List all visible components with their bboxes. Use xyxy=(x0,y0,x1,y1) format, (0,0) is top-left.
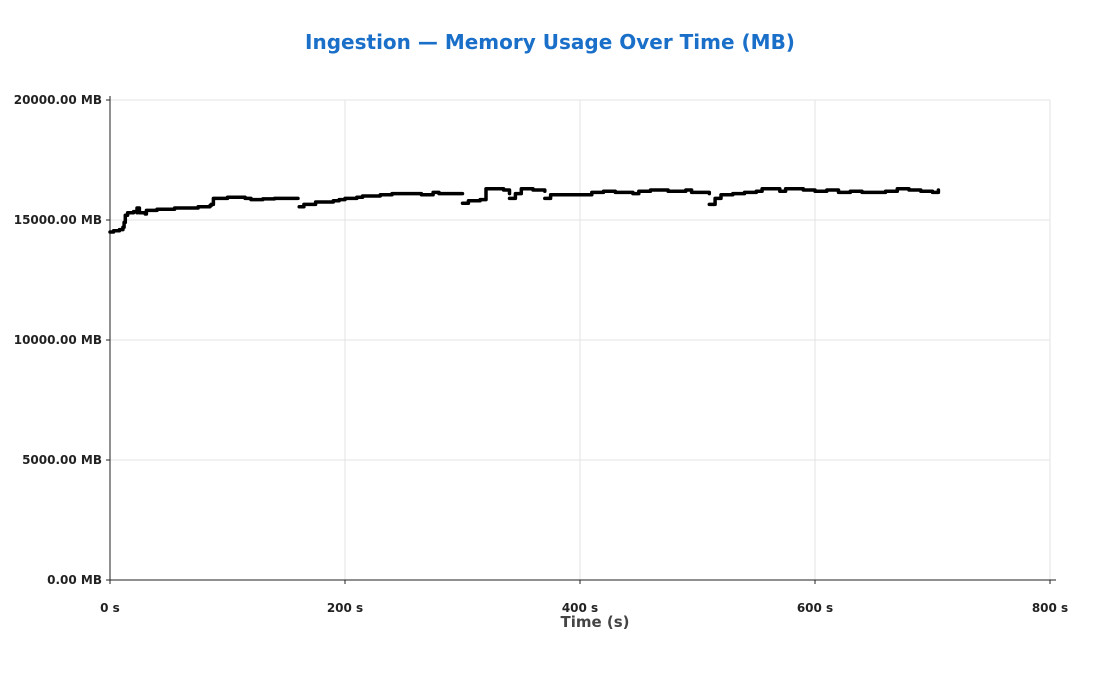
x-tick-label: 400 s xyxy=(562,601,598,615)
x-tick-label: 0 s xyxy=(100,601,120,615)
y-tick-label: 20000.00 MB xyxy=(14,93,102,107)
x-tick-label: 600 s xyxy=(797,601,833,615)
y-axis-ticks: 0.00 MB 5000.00 MB 10000.00 MB 15000.00 MB 2… xyxy=(14,93,110,587)
x-axis-ticks: 0 s 200 s 400 s 600 s 800 s xyxy=(100,580,1068,615)
series-group xyxy=(108,187,941,234)
chart-title: Ingestion — Memory Usage Over Time (MB) xyxy=(305,30,795,54)
y-tick-label: 5000.00 MB xyxy=(22,453,102,467)
y-tick-label: 0.00 MB xyxy=(47,573,102,587)
y-tick-label: 10000.00 MB xyxy=(14,333,102,347)
axes xyxy=(109,96,1056,581)
series-line-segment xyxy=(108,195,300,234)
series-line-segment xyxy=(460,187,512,205)
grid xyxy=(110,99,1051,580)
y-tick-label: 15000.00 MB xyxy=(14,213,102,227)
x-axis-title: Time (s) xyxy=(560,613,629,631)
x-tick-label: 200 s xyxy=(327,601,363,615)
x-tick-label: 800 s xyxy=(1032,601,1068,615)
series-line-segment xyxy=(507,187,547,201)
series-line-segment xyxy=(543,188,712,201)
series-line-segment xyxy=(707,187,941,207)
series-line-segment xyxy=(297,190,465,209)
